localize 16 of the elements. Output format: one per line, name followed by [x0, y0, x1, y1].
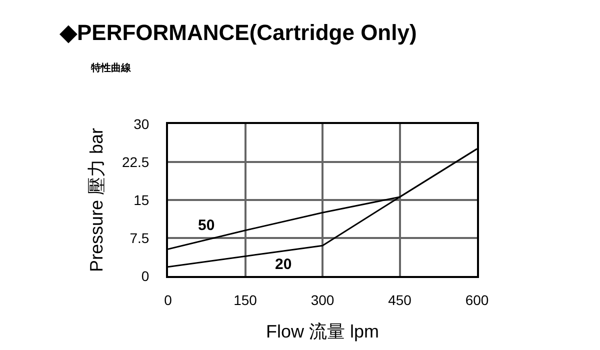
- y-axis-title: Pressure 壓力 bar: [86, 128, 107, 272]
- series-label: 50: [198, 217, 215, 234]
- chart-subtitle: 特性曲線: [90, 62, 132, 74]
- x-tick-label: 0: [164, 292, 172, 308]
- x-tick-label: 450: [388, 292, 412, 308]
- y-tick-label: 7.5: [130, 230, 150, 246]
- y-tick-label: 22.5: [122, 154, 150, 170]
- y-tick-label: 15: [134, 192, 150, 208]
- y-tick-label: 0: [141, 268, 150, 284]
- series-label: 20: [275, 256, 292, 273]
- chart-title: ◆PERFORMANCE(Cartridge Only): [59, 20, 417, 45]
- x-tick-label: 150: [234, 292, 258, 308]
- x-axis-title: Flow 流量 lpm: [266, 321, 380, 342]
- x-tick-label: 300: [310, 292, 334, 308]
- x-tick-label: 600: [465, 292, 489, 308]
- y-tick-label: 30: [134, 116, 150, 132]
